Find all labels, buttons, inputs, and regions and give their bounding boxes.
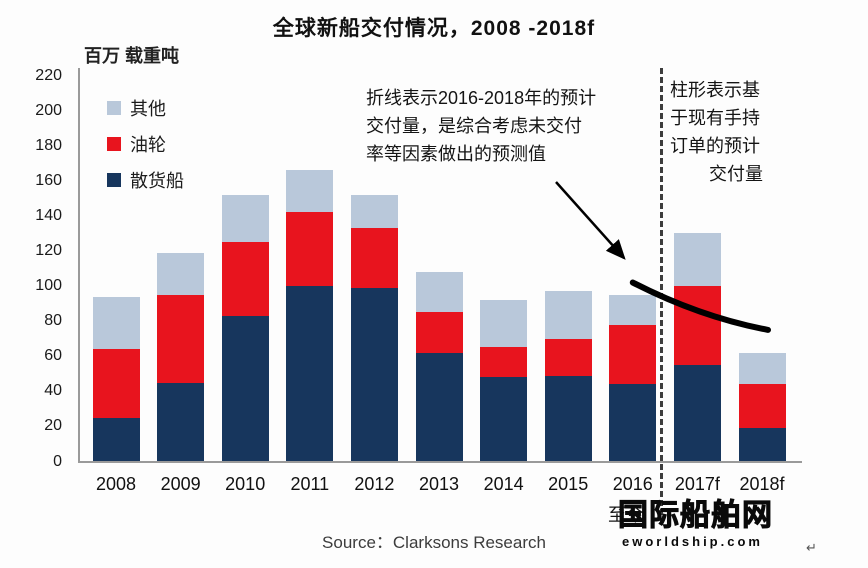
legend-swatch-icon: [107, 173, 121, 187]
y-tick-label: 180: [35, 136, 62, 154]
legend-label: 油轮: [130, 135, 166, 155]
bar-segment-2009: [157, 382, 205, 462]
y-tick-label: 40: [44, 382, 62, 400]
bar-segment-2013: [415, 352, 463, 462]
bar-segment-2017f: [673, 233, 721, 287]
x-tick-label: 2018f: [739, 474, 785, 494]
watermark-logo: 国际船舶网 eworldship.com: [618, 499, 818, 549]
bar-segment-2008: [92, 349, 140, 418]
bar-segment-2016: [609, 384, 657, 462]
x-tick-label: 2009: [160, 474, 201, 494]
watermark-site-name: 国际船舶网: [618, 499, 773, 532]
annotation-line: 交付量: [709, 164, 763, 184]
bar-segment-2008: [92, 417, 140, 462]
legend-swatch-icon: [107, 101, 121, 115]
x-tick-label: 2014: [483, 474, 524, 494]
bar-segment-2014: [480, 300, 528, 348]
annotation-line: 订单的预计: [670, 136, 760, 156]
forecast-bar-annotation: 柱形表示基 于现有手持 订单的预计 交付量: [670, 76, 802, 188]
bar-segment-2017f: [673, 286, 721, 365]
bar-segment-2015: [544, 375, 592, 462]
y-tick-label: 140: [35, 206, 62, 224]
annotation-line: 于现有手持: [670, 108, 760, 128]
legend-label: 散货船: [130, 171, 184, 191]
x-tick-label: 2012: [354, 474, 395, 494]
y-tick-label: 20: [44, 417, 62, 435]
x-tick-label: 2010: [225, 474, 266, 494]
bar-segment-2013: [415, 272, 463, 313]
y-tick-label: 160: [35, 171, 62, 189]
bar-segment-2015: [544, 291, 592, 339]
legend-item: 散货船: [107, 167, 184, 193]
bar-segment-2018f: [738, 352, 786, 385]
bar-segment-2014: [480, 377, 528, 462]
bar-segment-2010: [221, 315, 269, 462]
bar-segment-2016: [609, 324, 657, 385]
bar-segment-2012: [350, 287, 398, 462]
bar-segment-2014: [480, 347, 528, 378]
bar-segment-2011: [286, 170, 334, 213]
bar-segment-2010: [221, 194, 269, 243]
bar-segment-2017f: [673, 365, 721, 462]
x-axis-line: [78, 461, 802, 463]
legend-label: 其他: [130, 99, 166, 119]
bar-segment-2012: [350, 228, 398, 288]
bar-segment-2008: [92, 296, 140, 350]
y-tick-label: 80: [44, 312, 62, 330]
x-tick-label: 2011: [290, 474, 330, 494]
y-axis-line: [78, 68, 80, 463]
x-tick-label: 2016: [612, 474, 653, 494]
chart-title: 全球新船交付情况，2008 -2018f: [272, 17, 596, 40]
legend-swatch-icon: [107, 137, 121, 151]
annotation-line: 交付量，是综合考虑未交付: [366, 116, 582, 136]
bar-segment-2018f: [738, 428, 786, 462]
x-tick-label: 2015: [548, 474, 589, 494]
x-label-2016-suffix: 至今: [608, 505, 644, 525]
y-tick-label: 200: [35, 101, 62, 119]
bar-segment-2009: [157, 252, 205, 295]
y-tick-label: 60: [44, 347, 62, 365]
legend-item: 油轮: [107, 131, 166, 157]
bar-segment-2018f: [738, 384, 786, 429]
y-tick-label: 220: [35, 66, 62, 84]
bar-segment-2011: [286, 286, 334, 462]
bar-segment-2009: [157, 294, 205, 383]
y-tick-label: 100: [35, 277, 62, 295]
watermark-domain: eworldship.com: [622, 534, 763, 549]
bar-segment-2011: [286, 212, 334, 287]
x-tick-label: 2017f: [674, 474, 720, 494]
y-tick-label: 120: [35, 241, 62, 259]
bar-segment-2016: [609, 294, 657, 325]
x-tick-label: 2008: [95, 474, 137, 494]
bar-segment-2010: [221, 242, 269, 316]
y-axis-unit-label: 百万 载重吨: [84, 46, 180, 66]
source-caption: Source：Clarksons Research: [322, 533, 546, 552]
forecast-line-annotation: 折线表示2016-2018年的预计 交付量，是综合考虑未交付 率等因素做出的预测…: [366, 84, 666, 168]
legend-item: 其他: [107, 95, 166, 121]
x-tick-label: 2013: [418, 474, 460, 494]
bar-segment-2012: [350, 194, 398, 229]
annotation-line: 率等因素做出的预测值: [366, 144, 546, 164]
annotation-line: 折线表示2016-2018年的预计: [366, 88, 597, 108]
bar-segment-2013: [415, 312, 463, 353]
y-tick-label: 0: [53, 452, 62, 470]
bar-segment-2015: [544, 338, 592, 376]
return-arrow-icon: ↵: [806, 540, 817, 555]
annotation-line: 柱形表示基: [670, 80, 760, 100]
